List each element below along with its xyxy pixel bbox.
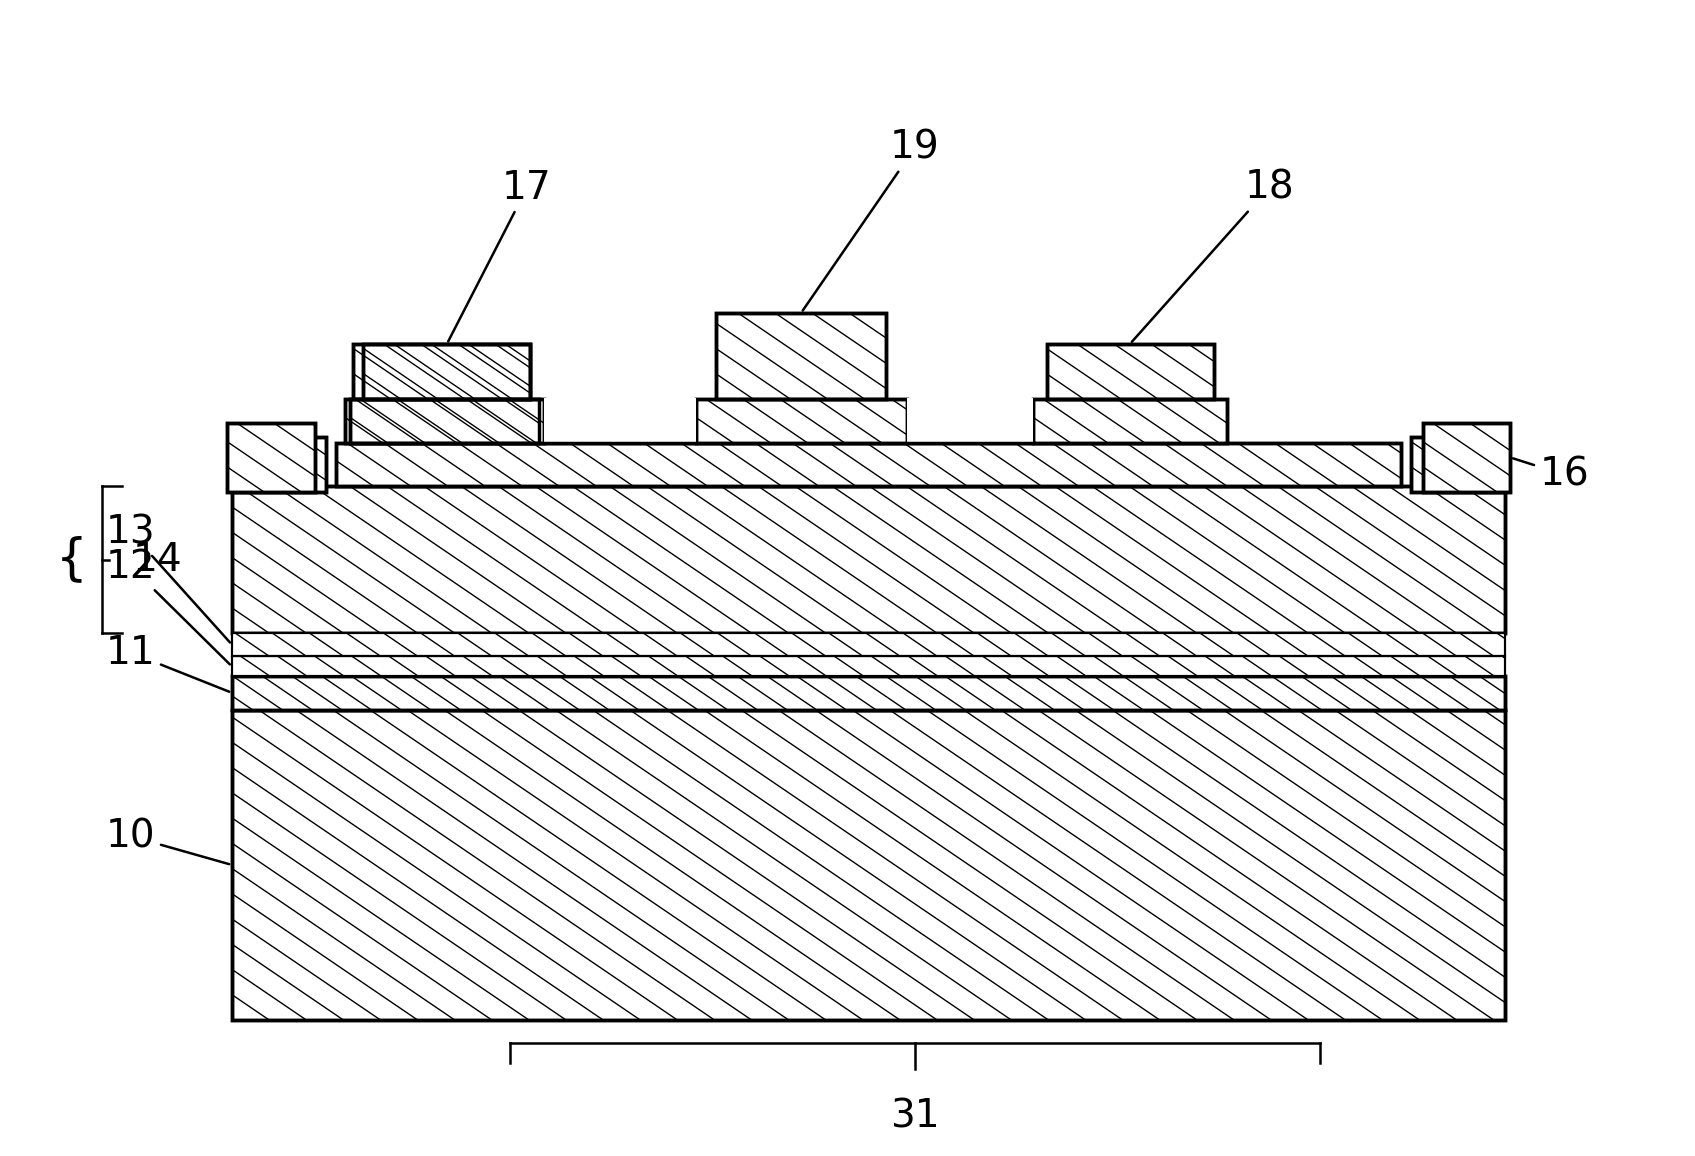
Bar bbox=[1046, 343, 1214, 399]
Bar bbox=[1046, 343, 1214, 399]
Bar bbox=[336, 443, 1400, 487]
Bar bbox=[695, 399, 907, 443]
Bar bbox=[695, 399, 907, 443]
Bar bbox=[232, 633, 1505, 657]
Bar bbox=[227, 423, 315, 492]
Bar bbox=[1422, 423, 1510, 492]
Bar bbox=[232, 633, 1505, 657]
Text: 16: 16 bbox=[1514, 455, 1590, 494]
Bar bbox=[349, 399, 544, 443]
Bar bbox=[353, 343, 531, 399]
Bar bbox=[1032, 399, 1227, 443]
Bar bbox=[232, 657, 1505, 675]
Bar bbox=[232, 675, 1505, 710]
Bar bbox=[544, 398, 695, 443]
Bar bbox=[349, 399, 544, 443]
Bar bbox=[227, 423, 315, 492]
Bar bbox=[363, 343, 531, 399]
Text: 14: 14 bbox=[132, 541, 181, 579]
Text: 12: 12 bbox=[105, 548, 231, 665]
Bar bbox=[353, 343, 531, 399]
Bar bbox=[336, 443, 1400, 487]
Bar bbox=[232, 437, 327, 492]
Text: 31: 31 bbox=[890, 1098, 939, 1136]
Bar bbox=[715, 313, 886, 399]
Bar bbox=[363, 343, 531, 399]
Bar bbox=[232, 710, 1505, 1020]
Bar bbox=[344, 399, 539, 443]
Bar bbox=[907, 398, 1032, 443]
Bar bbox=[1410, 437, 1505, 492]
Text: 19: 19 bbox=[803, 128, 939, 311]
Bar bbox=[232, 675, 1505, 710]
Text: 18: 18 bbox=[1132, 169, 1293, 342]
Text: 13: 13 bbox=[105, 513, 231, 643]
Text: 17: 17 bbox=[447, 169, 553, 341]
Text: {: { bbox=[56, 535, 88, 584]
Bar bbox=[715, 313, 886, 399]
Bar bbox=[232, 437, 327, 492]
Bar bbox=[344, 399, 539, 443]
Bar bbox=[1032, 399, 1227, 443]
Bar bbox=[232, 487, 1505, 633]
Text: 10: 10 bbox=[105, 817, 229, 865]
Bar bbox=[344, 343, 539, 443]
Bar bbox=[1410, 437, 1505, 492]
Text: 11: 11 bbox=[105, 633, 229, 691]
Bar bbox=[232, 710, 1505, 1020]
Bar bbox=[232, 657, 1505, 675]
Text: 15: 15 bbox=[266, 421, 315, 459]
Bar bbox=[232, 487, 1505, 633]
Bar bbox=[1422, 423, 1510, 492]
